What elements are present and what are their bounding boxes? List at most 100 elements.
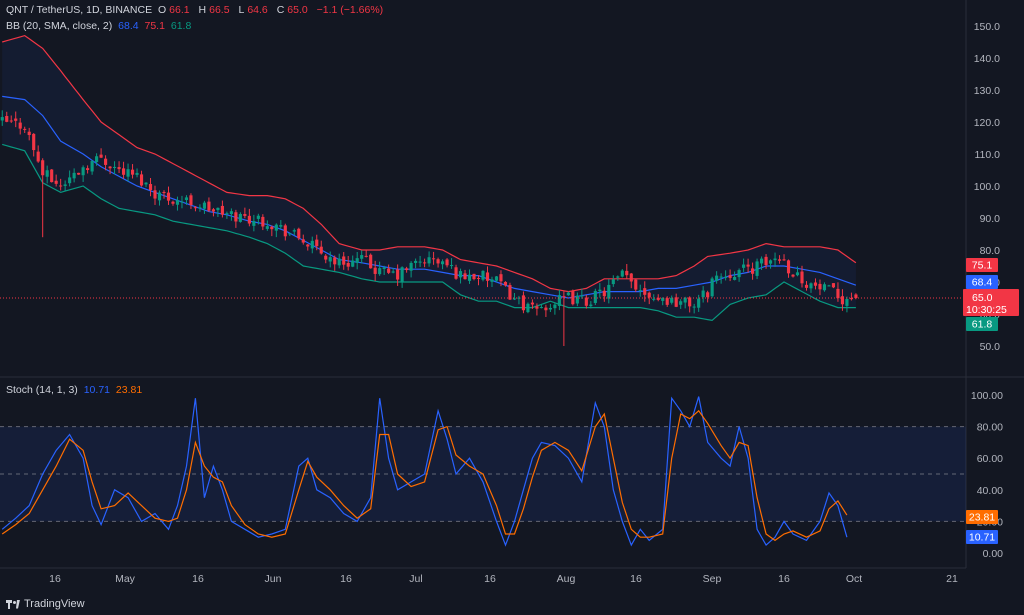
stoch-k-value: 10.71: [83, 384, 110, 396]
candle-body: [166, 192, 171, 201]
bb-lower-value: 61.8: [170, 20, 192, 32]
candle-body: [23, 128, 27, 130]
candle: [211, 207, 215, 217]
candle-body: [580, 295, 584, 297]
candle-body: [414, 260, 418, 263]
candle: [485, 266, 490, 288]
candle-body: [18, 122, 22, 129]
candle-body: [679, 301, 683, 305]
candle-body: [198, 207, 202, 209]
bollinger-bands: [2, 34, 857, 322]
candle-body: [63, 184, 67, 186]
candle-body: [759, 258, 764, 264]
tradingview-logo[interactable]: TradingView: [6, 598, 85, 610]
price-axis[interactable]: 50.060.070.080.090.0100.0110.0120.0130.0…: [974, 21, 1000, 353]
candle: [679, 299, 683, 309]
bb-basis-value: 68.4: [118, 20, 139, 32]
basis-tag: 68.4: [966, 275, 998, 289]
candle-body: [526, 303, 530, 313]
candle: [535, 303, 539, 316]
candle: [324, 254, 328, 264]
candle-body: [405, 268, 409, 271]
candle: [463, 269, 467, 280]
candle-body: [764, 256, 768, 266]
candle: [36, 145, 40, 163]
lower-band-tag: 61.8: [966, 317, 998, 331]
candle-body: [485, 272, 490, 281]
candle: [180, 195, 184, 209]
candle-body: [822, 284, 827, 291]
candle: [822, 282, 827, 292]
candle-body: [333, 257, 337, 265]
candle: [279, 220, 283, 229]
candle: [360, 250, 364, 264]
candle-body: [746, 264, 750, 267]
candle: [508, 282, 512, 301]
lower-band-tag-bg: [966, 317, 998, 331]
candle-body: [683, 297, 687, 303]
candle: [342, 252, 346, 270]
time-tick-label: Sep: [703, 573, 722, 585]
time-tick-label: Oct: [846, 573, 862, 585]
basis-tag-bg: [966, 275, 998, 289]
candle: [589, 301, 593, 309]
candle: [220, 200, 224, 218]
candle-body: [652, 298, 656, 300]
price-tick-label: 50.0: [980, 341, 1001, 353]
candle-body: [252, 221, 256, 226]
candle-body: [315, 239, 319, 247]
candle: [45, 165, 49, 184]
candle-body: [840, 296, 845, 305]
candle-body: [148, 184, 153, 191]
stoch-k-tag-bg: [966, 530, 998, 544]
candle: [710, 276, 714, 298]
stoch-k-tag: 10.71: [966, 530, 998, 544]
candle-body: [171, 201, 175, 204]
candle-body: [279, 225, 283, 227]
candle-body: [647, 292, 651, 298]
candle-body: [328, 257, 332, 262]
bb-band-fill: [2, 35, 856, 321]
candle-body: [530, 302, 534, 305]
candle: [90, 160, 94, 175]
candle: [351, 255, 355, 268]
candle-body: [45, 170, 49, 177]
candle-body: [32, 133, 36, 151]
candle-body: [589, 304, 593, 307]
price-tick-label: 130.0: [974, 85, 1000, 97]
candle: [144, 182, 148, 188]
candle: [521, 291, 526, 314]
candle: [427, 251, 431, 267]
stoch-label: Stoch (14, 1, 3): [6, 384, 78, 396]
price-legend: QNT / TetherUS, 1D, BINANCE O 66.1 H 66.5 …: [6, 4, 384, 16]
stoch-tick-label: 60.00: [977, 453, 1003, 465]
price-tick-label: 110.0: [975, 149, 1001, 161]
candle: [27, 127, 31, 141]
candle-body: [800, 271, 804, 284]
candle: [629, 272, 633, 289]
candle-body: [611, 279, 615, 285]
candle: [400, 266, 404, 288]
high-value: 66.5: [209, 4, 230, 16]
candle: [580, 288, 584, 299]
candle: [607, 279, 611, 304]
candle: [373, 260, 377, 281]
candle: [41, 158, 45, 238]
candle-body: [737, 270, 741, 278]
candle-body: [813, 282, 818, 286]
candle-body: [539, 307, 543, 309]
time-axis[interactable]: 16 May 16 Jun 16 Jul 16 Aug 16 Sep 16 Oct 21: [49, 573, 958, 585]
candle: [670, 295, 674, 305]
candle-body: [41, 160, 45, 176]
bb-label: BB (20, SMA, close, 2): [6, 20, 113, 32]
candle-body: [427, 257, 431, 264]
candle: [494, 275, 499, 283]
candle-body: [337, 258, 341, 266]
candle-body: [283, 225, 287, 237]
candle: [59, 178, 63, 191]
candle: [742, 258, 746, 272]
candle-body: [692, 306, 696, 308]
candle-body: [36, 151, 40, 162]
stoch-d-tag-text: 23.81: [969, 512, 995, 524]
